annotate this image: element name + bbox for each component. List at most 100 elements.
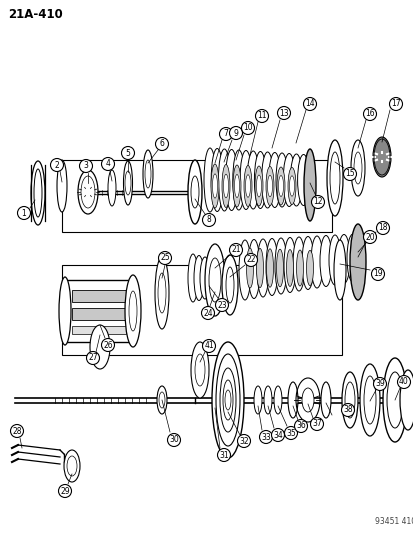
Ellipse shape [274,238,286,294]
Ellipse shape [225,149,237,211]
Circle shape [370,268,384,280]
Text: 37: 37 [311,419,321,429]
Ellipse shape [386,372,402,428]
Ellipse shape [190,342,209,398]
Ellipse shape [204,148,216,212]
Circle shape [202,340,215,352]
Ellipse shape [346,234,358,282]
Circle shape [255,109,268,123]
Text: 2: 2 [55,160,59,169]
Ellipse shape [329,152,339,204]
Ellipse shape [276,167,284,205]
Ellipse shape [238,240,250,300]
Circle shape [310,417,323,431]
Ellipse shape [224,390,230,410]
Circle shape [363,108,375,120]
Text: 41: 41 [204,342,213,351]
Text: 34: 34 [273,431,282,440]
Circle shape [343,167,356,181]
Ellipse shape [188,254,197,302]
Ellipse shape [296,250,303,286]
Circle shape [241,122,254,134]
Ellipse shape [266,166,273,206]
Ellipse shape [254,166,262,206]
Circle shape [201,306,214,319]
Ellipse shape [158,273,166,313]
Text: 17: 17 [390,100,400,109]
Text: 39: 39 [374,379,384,389]
Ellipse shape [256,239,268,297]
Text: 8: 8 [206,215,211,224]
Ellipse shape [337,235,349,284]
Ellipse shape [206,259,216,297]
Ellipse shape [349,224,365,300]
Ellipse shape [154,257,169,329]
Text: 36: 36 [295,422,305,431]
Ellipse shape [286,249,293,286]
Text: 20: 20 [364,232,374,241]
Text: 6: 6 [159,140,164,149]
Text: 7: 7 [223,130,228,139]
Ellipse shape [194,255,204,301]
Circle shape [58,484,71,497]
Ellipse shape [211,342,243,458]
Bar [62,160,331,232]
Ellipse shape [290,154,301,206]
Text: 33: 33 [261,432,270,441]
Ellipse shape [232,150,244,210]
Circle shape [284,426,297,440]
Ellipse shape [216,354,240,446]
Ellipse shape [57,160,67,212]
Circle shape [303,98,316,110]
Ellipse shape [275,153,287,207]
Ellipse shape [67,456,77,476]
Ellipse shape [283,238,295,293]
Ellipse shape [326,140,342,216]
Text: 5: 5 [125,149,130,157]
Text: 13: 13 [278,109,288,117]
Circle shape [363,230,375,244]
Text: 24: 24 [203,309,212,318]
Ellipse shape [359,364,379,436]
Text: 25: 25 [160,254,169,262]
Circle shape [229,126,242,140]
Text: 23: 23 [217,301,226,310]
Ellipse shape [142,150,153,198]
Circle shape [229,244,242,256]
Circle shape [396,376,410,389]
Circle shape [237,434,250,448]
Ellipse shape [328,235,340,285]
Ellipse shape [254,151,266,208]
Text: 40: 40 [398,377,408,386]
Text: 1: 1 [21,208,26,217]
Text: 19: 19 [372,270,382,279]
Text: 31: 31 [218,450,228,459]
Bar [72,290,126,302]
Ellipse shape [31,161,45,225]
Ellipse shape [190,176,199,208]
Ellipse shape [301,388,313,412]
Ellipse shape [78,170,98,214]
Ellipse shape [219,368,235,432]
Ellipse shape [108,170,116,206]
Bar [65,280,133,342]
Ellipse shape [211,149,223,212]
Ellipse shape [287,382,297,418]
Ellipse shape [221,165,230,207]
Text: 26: 26 [103,341,112,350]
Ellipse shape [341,372,357,428]
Circle shape [219,127,232,141]
Ellipse shape [266,249,273,287]
Circle shape [215,298,228,311]
Ellipse shape [247,151,259,209]
Circle shape [271,429,284,441]
Text: 10: 10 [242,124,252,133]
Text: 93451 410: 93451 410 [374,517,413,526]
Ellipse shape [145,160,151,188]
Ellipse shape [223,380,233,420]
Ellipse shape [267,175,272,197]
Circle shape [17,206,31,220]
Text: 16: 16 [364,109,374,118]
Text: 22: 22 [246,255,255,264]
Ellipse shape [344,382,354,418]
